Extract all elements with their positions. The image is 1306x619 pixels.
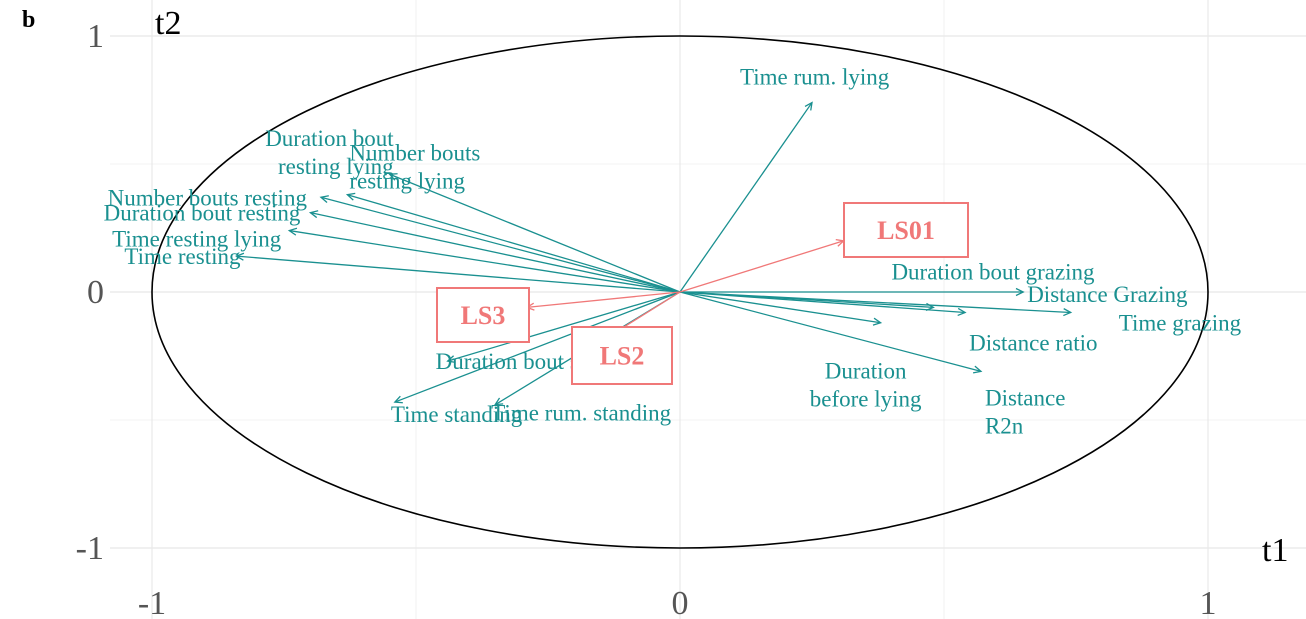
arrow-duration-bout-resting (308, 210, 681, 293)
arrow-number-bouts-resting-lying (345, 192, 681, 293)
arrow-time-rum-lying (679, 101, 813, 293)
supplementary-points: LS01 LS3 LS2 (436, 202, 969, 385)
label-duration-before-lying: Duration before lying (810, 359, 922, 412)
label-duration-bout-grazing: Duration bout grazing (891, 259, 1095, 284)
axis-ticks: -1 0 1 -1 0 1 (76, 18, 1217, 619)
sup-label-ls3: LS3 (461, 301, 506, 330)
x-tick-label: 1 (1200, 585, 1217, 619)
sup-point-ls01: LS01 (843, 202, 969, 258)
sup-point-ls2: LS2 (571, 326, 673, 385)
panel-label: b (22, 7, 35, 33)
label-distance-grazing: Distance Grazing (1027, 282, 1188, 307)
arrow-time-standing (393, 291, 681, 404)
y-tick-label: 0 (87, 274, 104, 311)
arrow-duration-bout-standing (446, 291, 681, 364)
label-number-bouts-resting: Number bouts resting (108, 185, 308, 210)
arrow-time-grazing (679, 291, 1073, 317)
variable-arrows (234, 101, 1073, 406)
label-time-standing: Time standing (391, 402, 523, 427)
label-time-resting: Time resting (124, 244, 241, 269)
arrow-time-resting (234, 252, 681, 293)
label-time-rum-lying: Time rum. lying (740, 65, 890, 90)
arrow-ls01 (679, 238, 846, 293)
x-axis-title: t1 (1262, 532, 1288, 569)
arrow-distance-r2n (679, 291, 983, 374)
x-tick-label: 0 (672, 585, 689, 619)
sup-label-ls01: LS01 (877, 216, 935, 245)
y-tick-label: -1 (76, 530, 104, 567)
label-duration-bout-resting-lying: Duration bout resting lying (265, 126, 394, 179)
label-distance-ratio: Distance ratio (969, 330, 1097, 355)
sup-point-ls3: LS3 (436, 287, 530, 343)
arrow-duration-before-lying (679, 291, 883, 326)
x-tick-label: -1 (138, 585, 166, 619)
arrow-distance-ratio (679, 291, 967, 317)
correlation-circle (151, 35, 1209, 549)
y-tick-label: 1 (87, 18, 104, 55)
arrow-distance-grazing (680, 287, 1025, 297)
label-duration-bout-resting: Duration bout resting (104, 201, 301, 226)
arrow-time-resting-lying (287, 227, 681, 293)
arrow-number-bouts-resting (319, 195, 681, 293)
label-distance-r2n: Distance R2n (985, 385, 1065, 438)
label-time-resting-lying: Time resting lying (112, 227, 282, 252)
y-axis-title: t2 (155, 5, 181, 42)
label-time-rum-standing: Time rum. standing (491, 401, 671, 426)
label-time-grazing: Time grazing (1119, 310, 1242, 335)
label-number-bouts-resting-lying: Number bouts resting lying (349, 141, 480, 194)
sup-label-ls2: LS2 (600, 342, 645, 371)
arrow-duration-bout-resting-lying (388, 173, 681, 293)
